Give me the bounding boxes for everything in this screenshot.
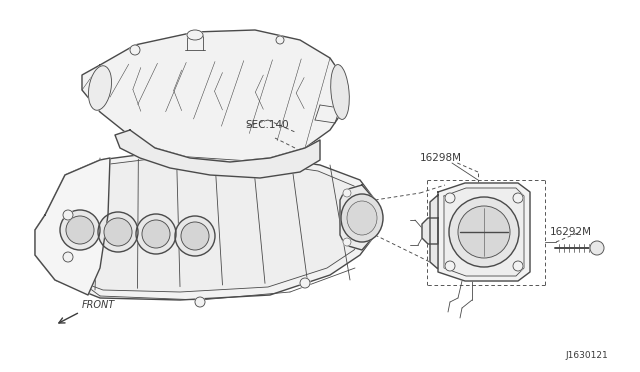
Polygon shape (82, 30, 345, 162)
Polygon shape (438, 183, 530, 281)
Circle shape (513, 193, 523, 203)
Circle shape (63, 210, 73, 220)
Circle shape (590, 241, 604, 255)
Circle shape (181, 222, 209, 250)
Polygon shape (115, 130, 320, 178)
Circle shape (343, 238, 351, 246)
Circle shape (343, 189, 351, 197)
Circle shape (276, 36, 284, 44)
Polygon shape (35, 158, 110, 295)
Polygon shape (422, 218, 438, 244)
Circle shape (142, 220, 170, 248)
Circle shape (60, 210, 100, 250)
Circle shape (513, 261, 523, 271)
Circle shape (195, 297, 205, 307)
Ellipse shape (341, 194, 383, 242)
Circle shape (445, 261, 455, 271)
Circle shape (136, 214, 176, 254)
Text: J1630121: J1630121 (565, 351, 608, 360)
Text: SEC.140: SEC.140 (245, 120, 289, 130)
Text: 16298M: 16298M (420, 153, 462, 163)
Circle shape (175, 216, 215, 256)
Text: FRONT: FRONT (82, 300, 115, 310)
Text: 16292M: 16292M (550, 227, 592, 237)
Circle shape (458, 206, 510, 258)
Circle shape (300, 278, 310, 288)
Circle shape (104, 218, 132, 246)
Circle shape (445, 193, 455, 203)
Circle shape (66, 216, 94, 244)
Ellipse shape (347, 201, 377, 235)
Circle shape (130, 45, 140, 55)
Polygon shape (444, 188, 524, 276)
Ellipse shape (88, 66, 111, 110)
Polygon shape (340, 185, 375, 250)
Ellipse shape (331, 65, 349, 119)
Polygon shape (35, 150, 375, 300)
Circle shape (98, 212, 138, 252)
Polygon shape (430, 195, 438, 269)
Circle shape (63, 252, 73, 262)
Circle shape (449, 197, 519, 267)
Polygon shape (43, 156, 367, 292)
Ellipse shape (187, 30, 203, 40)
